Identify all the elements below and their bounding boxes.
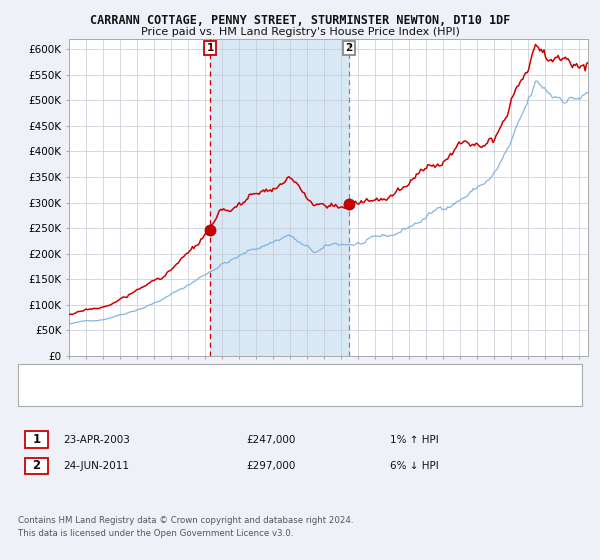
Text: 1% ↑ HPI: 1% ↑ HPI bbox=[390, 435, 439, 445]
Text: 1: 1 bbox=[206, 43, 214, 53]
Text: CARRANN COTTAGE, PENNY STREET, STURMINSTER NEWTON, DT10 1DF: CARRANN COTTAGE, PENNY STREET, STURMINST… bbox=[90, 14, 510, 27]
Text: 23-APR-2003: 23-APR-2003 bbox=[63, 435, 130, 445]
Text: 6% ↓ HPI: 6% ↓ HPI bbox=[390, 461, 439, 471]
Bar bbox=[210, 39, 349, 356]
Text: Contains HM Land Registry data © Crown copyright and database right 2024.: Contains HM Land Registry data © Crown c… bbox=[18, 516, 353, 525]
Text: £297,000: £297,000 bbox=[246, 461, 295, 471]
Text: CARRANN COTTAGE, PENNY STREET, STURMINSTER NEWTON, DT10 1DF (detached hous: CARRANN COTTAGE, PENNY STREET, STURMINST… bbox=[62, 371, 433, 380]
Text: HPI: Average price, detached house, Dorset: HPI: Average price, detached house, Dors… bbox=[62, 391, 246, 400]
Text: 24-JUN-2011: 24-JUN-2011 bbox=[63, 461, 129, 471]
Text: 2: 2 bbox=[346, 43, 353, 53]
Text: 2: 2 bbox=[32, 459, 41, 473]
Text: £247,000: £247,000 bbox=[246, 435, 295, 445]
Text: Price paid vs. HM Land Registry's House Price Index (HPI): Price paid vs. HM Land Registry's House … bbox=[140, 27, 460, 37]
Text: This data is licensed under the Open Government Licence v3.0.: This data is licensed under the Open Gov… bbox=[18, 529, 293, 538]
Text: 1: 1 bbox=[32, 433, 41, 446]
